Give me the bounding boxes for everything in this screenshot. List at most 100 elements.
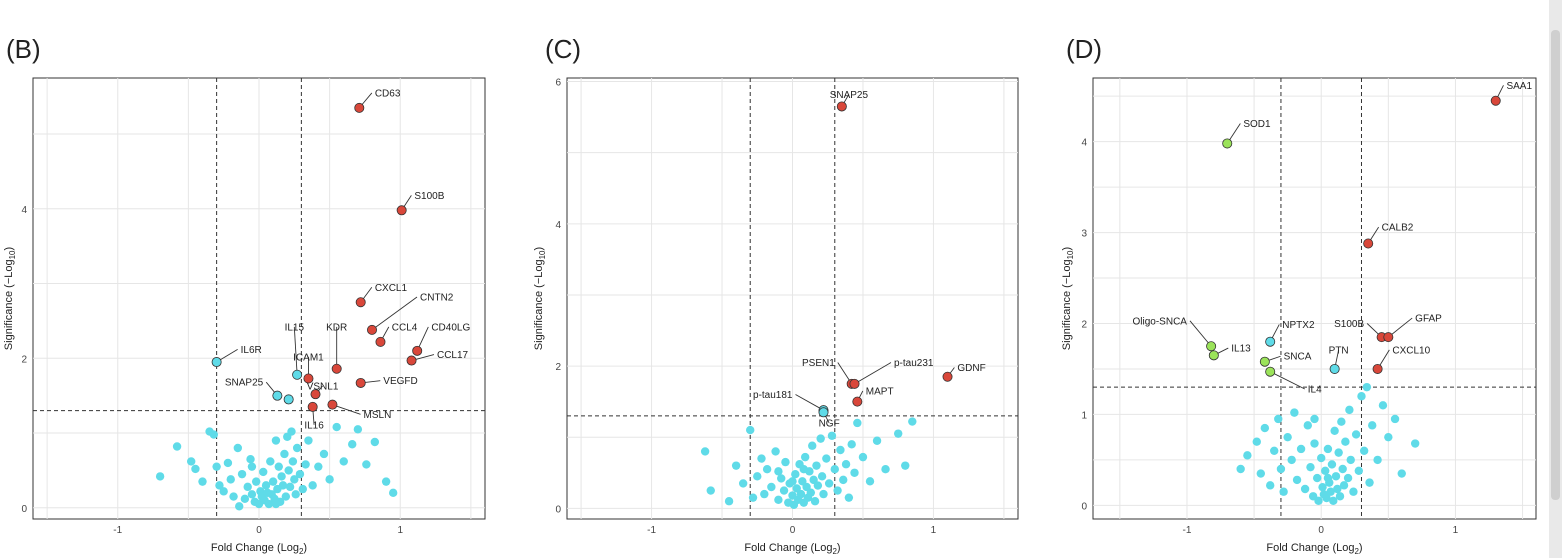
highlighted-data-point	[406, 355, 417, 366]
data-point	[853, 418, 862, 428]
highlighted-data-point	[1206, 341, 1217, 352]
data-point	[1330, 426, 1339, 435]
data-point	[1354, 466, 1364, 476]
point-label: IL6R	[241, 345, 262, 356]
scrollbar-thumb[interactable]	[1551, 30, 1560, 500]
y-tick-label: 4	[1081, 138, 1087, 149]
data-point	[243, 482, 252, 492]
data-point	[223, 458, 233, 468]
label-leader-line	[795, 394, 824, 411]
highlighted-data-point	[366, 324, 377, 335]
highlighted-data-point	[355, 297, 366, 308]
data-point	[212, 462, 221, 471]
point-label: GDNF	[957, 363, 985, 374]
highlighted-data-point	[836, 101, 847, 112]
data-point	[284, 466, 293, 475]
data-point	[229, 492, 238, 501]
data-point	[833, 486, 842, 495]
data-point	[1368, 421, 1377, 430]
data-point	[872, 436, 882, 445]
data-point	[724, 497, 734, 506]
data-point	[774, 467, 783, 476]
highlighted-data-point	[310, 389, 321, 400]
data-point	[850, 468, 859, 477]
label-leader-line	[371, 296, 418, 331]
data-point	[808, 441, 817, 450]
highlighted-data-point	[942, 371, 953, 382]
data-point	[219, 487, 228, 496]
data-point	[198, 477, 207, 486]
data-point	[841, 460, 851, 469]
data-point	[325, 475, 334, 484]
data-point	[806, 488, 816, 497]
data-point	[1287, 455, 1296, 465]
label-leader-line	[293, 326, 298, 375]
point-label: MAPT	[866, 386, 894, 397]
point-label: CNTN2	[420, 293, 454, 304]
highlighted-data-point	[849, 378, 860, 389]
data-point	[1306, 462, 1315, 472]
data-point	[1266, 481, 1275, 490]
data-point	[774, 495, 783, 504]
data-point	[824, 479, 834, 488]
data-point	[259, 467, 268, 477]
data-point	[278, 481, 288, 490]
data-point	[1236, 464, 1245, 474]
y-tick-label: 3	[1081, 229, 1087, 240]
y-tick-label: 6	[555, 78, 561, 89]
data-point	[762, 465, 772, 474]
y-tick-label: 2	[1081, 320, 1087, 331]
highlighted-data-point	[1259, 356, 1270, 367]
data-point	[235, 502, 244, 511]
data-point	[781, 457, 790, 467]
data-point	[813, 481, 823, 490]
highlighted-data-point	[1208, 350, 1219, 361]
highlighted-data-point	[355, 377, 366, 388]
data-point	[209, 430, 218, 439]
data-point	[1326, 487, 1335, 496]
y-tick-label: 0	[21, 504, 27, 515]
data-point	[370, 437, 380, 447]
data-point	[187, 457, 196, 466]
data-point	[1327, 460, 1337, 469]
data-point	[1343, 473, 1353, 483]
x-axis-label: Fold Change (Log2)	[744, 542, 840, 556]
highlighted-data-point	[331, 363, 342, 374]
y-tick-label: 0	[1081, 501, 1087, 512]
point-label: CXCL1	[375, 283, 408, 294]
point-label: SNAP25	[830, 90, 869, 101]
data-point	[908, 417, 917, 426]
data-point	[1359, 446, 1369, 456]
data-point	[291, 490, 300, 499]
point-label: CD63	[375, 88, 401, 99]
data-point	[858, 452, 868, 462]
data-point	[1312, 473, 1322, 483]
x-tick-label: 1	[397, 525, 403, 536]
data-point	[339, 457, 348, 466]
point-label: CCL17	[437, 350, 469, 361]
x-tick-label: 0	[256, 525, 262, 536]
data-point	[767, 482, 776, 492]
data-point	[836, 445, 845, 455]
data-point	[246, 455, 255, 464]
x-tick-label: -1	[647, 525, 656, 536]
point-label: p-tau231	[894, 358, 934, 369]
highlighted-data-point	[1372, 363, 1383, 374]
data-point	[1341, 437, 1350, 446]
data-point	[791, 469, 800, 479]
label-leader-line	[1269, 371, 1305, 390]
data-point	[1357, 392, 1366, 401]
data-point	[810, 497, 820, 506]
data-point	[264, 499, 274, 509]
data-point	[319, 449, 329, 459]
point-label: GFAP	[1415, 314, 1442, 325]
data-point	[1334, 448, 1343, 457]
data-point	[237, 469, 247, 479]
point-label: IL16	[304, 420, 324, 431]
data-point	[1322, 493, 1331, 503]
label-leader-line	[1189, 320, 1212, 347]
point-label: CALB2	[1382, 223, 1414, 234]
data-point	[1318, 482, 1327, 492]
data-point	[779, 486, 789, 495]
